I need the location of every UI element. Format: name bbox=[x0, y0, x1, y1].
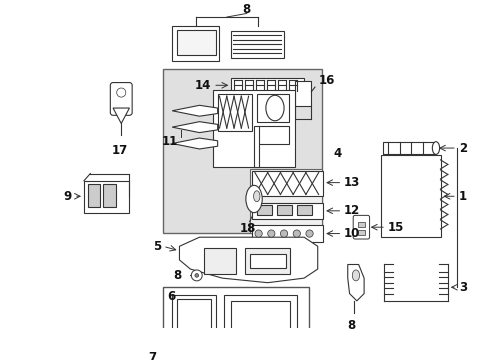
Circle shape bbox=[254, 230, 262, 237]
Text: 7: 7 bbox=[148, 351, 156, 360]
Text: 17: 17 bbox=[111, 144, 127, 157]
FancyBboxPatch shape bbox=[110, 82, 132, 115]
Text: 12: 12 bbox=[344, 204, 360, 217]
Text: 2: 2 bbox=[458, 141, 466, 154]
Bar bbox=[217, 94, 252, 131]
Bar bbox=[84, 181, 129, 213]
Text: 18: 18 bbox=[239, 222, 255, 235]
Bar bbox=[252, 203, 323, 219]
Polygon shape bbox=[179, 237, 317, 283]
Bar bbox=[224, 294, 296, 360]
Circle shape bbox=[195, 274, 198, 277]
Text: 14: 14 bbox=[195, 79, 211, 92]
Bar bbox=[383, 142, 435, 154]
Ellipse shape bbox=[265, 95, 284, 121]
Circle shape bbox=[305, 230, 312, 237]
Circle shape bbox=[267, 230, 274, 237]
Circle shape bbox=[191, 270, 202, 281]
Bar bbox=[231, 301, 290, 360]
Text: 5: 5 bbox=[153, 240, 161, 253]
Bar bbox=[256, 94, 288, 122]
Text: 3: 3 bbox=[458, 281, 466, 294]
Text: 10: 10 bbox=[344, 227, 360, 240]
Polygon shape bbox=[175, 336, 265, 360]
Bar bbox=[357, 222, 364, 227]
Bar bbox=[231, 31, 284, 58]
Polygon shape bbox=[172, 105, 217, 116]
Bar bbox=[103, 184, 116, 207]
Text: 8: 8 bbox=[173, 269, 181, 282]
Bar bbox=[203, 248, 235, 274]
Bar bbox=[252, 171, 323, 196]
Polygon shape bbox=[172, 122, 217, 132]
Bar bbox=[249, 169, 322, 233]
Bar bbox=[163, 69, 322, 233]
Bar bbox=[254, 126, 258, 167]
Circle shape bbox=[280, 230, 287, 237]
Ellipse shape bbox=[253, 191, 260, 202]
Bar bbox=[357, 230, 364, 235]
Text: 1: 1 bbox=[458, 190, 466, 203]
Text: 4: 4 bbox=[332, 147, 341, 160]
Polygon shape bbox=[172, 138, 217, 149]
Bar bbox=[294, 81, 311, 106]
Bar bbox=[244, 248, 290, 274]
Bar bbox=[249, 253, 285, 268]
Bar bbox=[252, 225, 323, 242]
Text: 8: 8 bbox=[346, 319, 355, 332]
Text: 6: 6 bbox=[167, 290, 176, 303]
Bar bbox=[176, 299, 211, 360]
Bar bbox=[381, 155, 440, 237]
Bar bbox=[296, 205, 312, 215]
Text: 8: 8 bbox=[242, 3, 250, 16]
Text: 13: 13 bbox=[344, 176, 360, 189]
Bar bbox=[176, 30, 215, 55]
Bar bbox=[172, 294, 215, 360]
Bar bbox=[172, 26, 219, 61]
Text: 15: 15 bbox=[387, 221, 403, 234]
Bar bbox=[256, 126, 288, 144]
Bar bbox=[87, 184, 100, 207]
Circle shape bbox=[117, 88, 125, 97]
Bar bbox=[163, 287, 308, 360]
Circle shape bbox=[293, 230, 300, 237]
Polygon shape bbox=[113, 108, 129, 123]
Bar bbox=[231, 78, 304, 93]
Ellipse shape bbox=[351, 270, 359, 281]
Ellipse shape bbox=[431, 142, 439, 154]
FancyBboxPatch shape bbox=[352, 215, 369, 239]
Bar bbox=[276, 205, 292, 215]
Bar bbox=[256, 205, 272, 215]
Bar bbox=[213, 90, 294, 167]
Text: 11: 11 bbox=[161, 135, 177, 148]
Ellipse shape bbox=[245, 185, 262, 213]
Text: 9: 9 bbox=[63, 190, 71, 203]
Text: 16: 16 bbox=[318, 74, 334, 87]
Polygon shape bbox=[347, 265, 364, 301]
